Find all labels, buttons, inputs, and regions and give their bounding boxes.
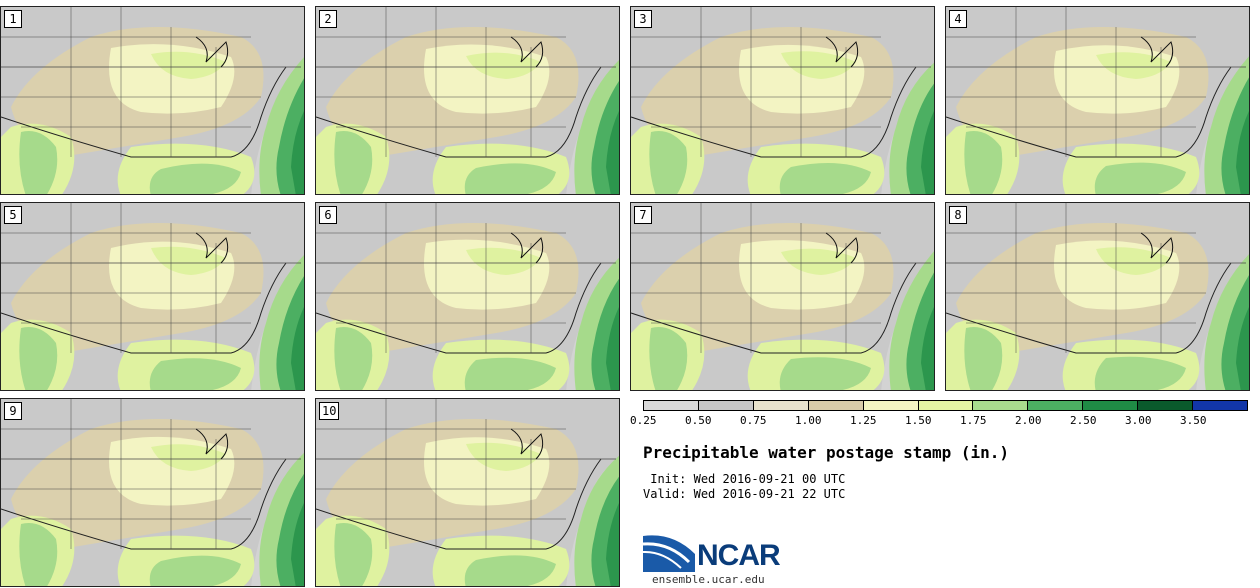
pwat-map (946, 203, 1249, 390)
colorbar-swatch (644, 401, 699, 410)
colorbar-tick-label: 0.25 (630, 414, 657, 427)
pwat-map (946, 7, 1249, 194)
ensemble-member-panel[interactable]: 8 (945, 202, 1250, 391)
member-number-label: 4 (949, 10, 967, 28)
member-number-label: 7 (634, 206, 652, 224)
colorbar-swatch (973, 401, 1029, 410)
member-number-label: 5 (4, 206, 22, 224)
member-number-label: 1 (4, 10, 22, 28)
member-number-label: 6 (319, 206, 337, 224)
colorbar-tick-label: 0.50 (685, 414, 712, 427)
chart-title: Precipitable water postage stamp (in.) (643, 443, 1010, 462)
member-number-label: 2 (319, 10, 337, 28)
pwat-map (631, 203, 934, 390)
colorbar-tick-label: 1.25 (850, 414, 877, 427)
member-number-label: 3 (634, 10, 652, 28)
pwat-map (1, 7, 304, 194)
member-number-label: 8 (949, 206, 967, 224)
colorbar-swatch (863, 401, 919, 410)
site-url[interactable]: ensemble.ucar.edu (652, 573, 765, 586)
colorbar-tick-label: 3.00 (1125, 414, 1152, 427)
colorbar-tick-label: 1.75 (960, 414, 987, 427)
pwat-map (1, 203, 304, 390)
ensemble-member-panel[interactable]: 3 (630, 6, 935, 195)
member-number-label: 9 (4, 402, 22, 420)
colorbar-tick-label: 2.00 (1015, 414, 1042, 427)
colorbar-tick-label: 0.75 (740, 414, 767, 427)
colorbar-swatch (918, 401, 974, 410)
pwat-map (316, 7, 619, 194)
ensemble-member-panel[interactable]: 1 (0, 6, 305, 195)
ensemble-member-panel[interactable]: 10 (315, 398, 620, 587)
colorbar-tick-label: 2.50 (1070, 414, 1097, 427)
init-time: Init: Wed 2016-09-21 00 UTC (643, 472, 846, 486)
colorbar-swatch (698, 401, 754, 410)
colorbar-swatch (1138, 401, 1194, 410)
colorbar-swatch (753, 401, 809, 410)
colorbar-tick-label: 1.00 (795, 414, 822, 427)
colorbar-swatch (1193, 401, 1247, 410)
pwat-map (316, 203, 619, 390)
colorbar-swatch (1028, 401, 1084, 410)
colorbar-swatch (1083, 401, 1139, 410)
ncar-logo-icon (643, 535, 695, 572)
pwat-map (631, 7, 934, 194)
valid-time: Valid: Wed 2016-09-21 22 UTC (643, 487, 846, 501)
pwat-map (316, 399, 619, 586)
ensemble-member-panel[interactable]: 7 (630, 202, 935, 391)
colorbar (643, 400, 1248, 411)
member-number-label: 10 (319, 402, 340, 420)
ensemble-member-panel[interactable]: 4 (945, 6, 1250, 195)
pwat-map (1, 399, 304, 586)
ensemble-member-panel[interactable]: 5 (0, 202, 305, 391)
ncar-logo-text: NCAR (697, 539, 781, 572)
ensemble-member-panel[interactable]: 9 (0, 398, 305, 587)
colorbar-swatch (808, 401, 864, 410)
colorbar-tick-label: 3.50 (1180, 414, 1207, 427)
ensemble-member-panel[interactable]: 6 (315, 202, 620, 391)
ensemble-member-panel[interactable]: 2 (315, 6, 620, 195)
colorbar-tick-label: 1.50 (905, 414, 932, 427)
